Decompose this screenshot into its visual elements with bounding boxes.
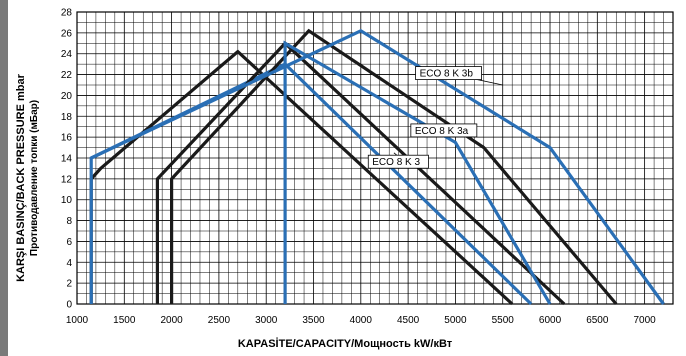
y-tick-label: 20	[61, 91, 73, 102]
y-tick-label: 26	[61, 28, 73, 39]
y-tick-label: 24	[61, 49, 73, 60]
y-tick-label: 22	[61, 70, 73, 81]
y-axis-title-line2: Противодавление топки (мБар)	[29, 100, 40, 256]
y-tick-label: 28	[61, 8, 73, 19]
y-tick-label: 0	[66, 300, 72, 311]
annotation-layer: ECO 8 K 3b ECO 8 K 3a ECO 8 K 3	[367, 66, 503, 169]
annotation-box	[367, 154, 429, 169]
x-tick-label: 4500	[397, 315, 420, 326]
y-axis-title-line1: KARŞI BASINÇ/BACK PRESSURE mbar	[15, 73, 27, 282]
x-tick-label: 2000	[160, 315, 183, 326]
y-tick-label: 6	[66, 237, 72, 248]
x-tick-label: 2500	[208, 315, 231, 326]
annotation-label: ECO 8 K 3a	[415, 126, 469, 137]
annotation-box	[410, 123, 478, 138]
x-tick-label: 1500	[113, 315, 136, 326]
y-tick-label: 2	[66, 279, 72, 290]
y-tick-label: 8	[66, 216, 72, 227]
series-line	[155, 41, 566, 306]
x-tick-label: 1000	[66, 315, 89, 326]
tick-layer: 1000 1500 2000 2500 3000 3500 4000 4500 5000 5500…	[61, 8, 656, 327]
annotation-box	[415, 66, 482, 80]
plot-frame	[76, 11, 674, 305]
series-line	[170, 28, 618, 306]
side-bar	[0, 0, 8, 356]
annotation-label: ECO 8 K 3	[372, 157, 420, 168]
y-tick-label: 18	[61, 112, 73, 123]
x-tick-label: 3000	[255, 315, 278, 326]
x-axis-title: KAPASİTE/CAPACITY/Мощность kW/кВт	[238, 337, 453, 350]
y-tick-label: 12	[61, 174, 73, 185]
series-line	[89, 49, 514, 306]
x-tick-label: 6000	[539, 315, 562, 326]
series-line	[283, 40, 552, 305]
y-tick-label: 16	[61, 133, 73, 144]
annotation-label: ECO 8 K 3b	[420, 69, 474, 80]
x-tick-label: 3500	[302, 315, 325, 326]
x-tick-label: 7000	[633, 315, 656, 326]
y-tick-label: 14	[61, 154, 73, 165]
x-tick-label: 5500	[492, 315, 515, 326]
y-tick-label: 4	[66, 258, 72, 269]
x-tick-label: 4000	[350, 315, 373, 326]
x-tick-label: 6500	[586, 315, 609, 326]
series-layer	[89, 28, 665, 306]
x-tick-label: 5000	[444, 315, 467, 326]
y-tick-label: 10	[61, 195, 73, 206]
series-line	[90, 28, 665, 305]
